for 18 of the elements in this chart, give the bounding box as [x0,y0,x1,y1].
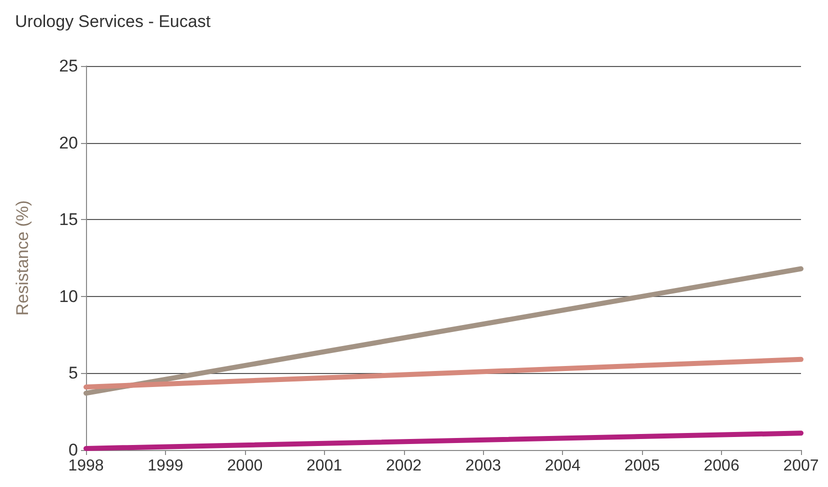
y-axis-title: Resistance (%) [13,200,32,316]
x-tick-label: 2002 [386,458,422,474]
y-tick-label: 20 [59,133,78,152]
y-tick-label: 25 [59,56,78,76]
x-tick-label: 1998 [68,458,104,474]
x-tick-label: 2006 [704,458,740,474]
x-tick-label: 2000 [227,458,263,474]
x-tick-label: 2005 [624,458,660,474]
x-tick-label: 2003 [465,458,502,474]
y-tick-label: 10 [59,286,78,306]
x-tick-label: 1999 [148,458,184,474]
x-tick-label: 2004 [544,458,581,474]
chart-title: Urology Services - Eucast [15,12,211,31]
x-tick-label: 2001 [306,458,342,474]
y-tick-label: 15 [59,210,78,230]
y-tick-label: 5 [68,364,78,383]
y-tick-label: 0 [68,440,78,460]
x-tick-label: 2007 [783,458,819,474]
